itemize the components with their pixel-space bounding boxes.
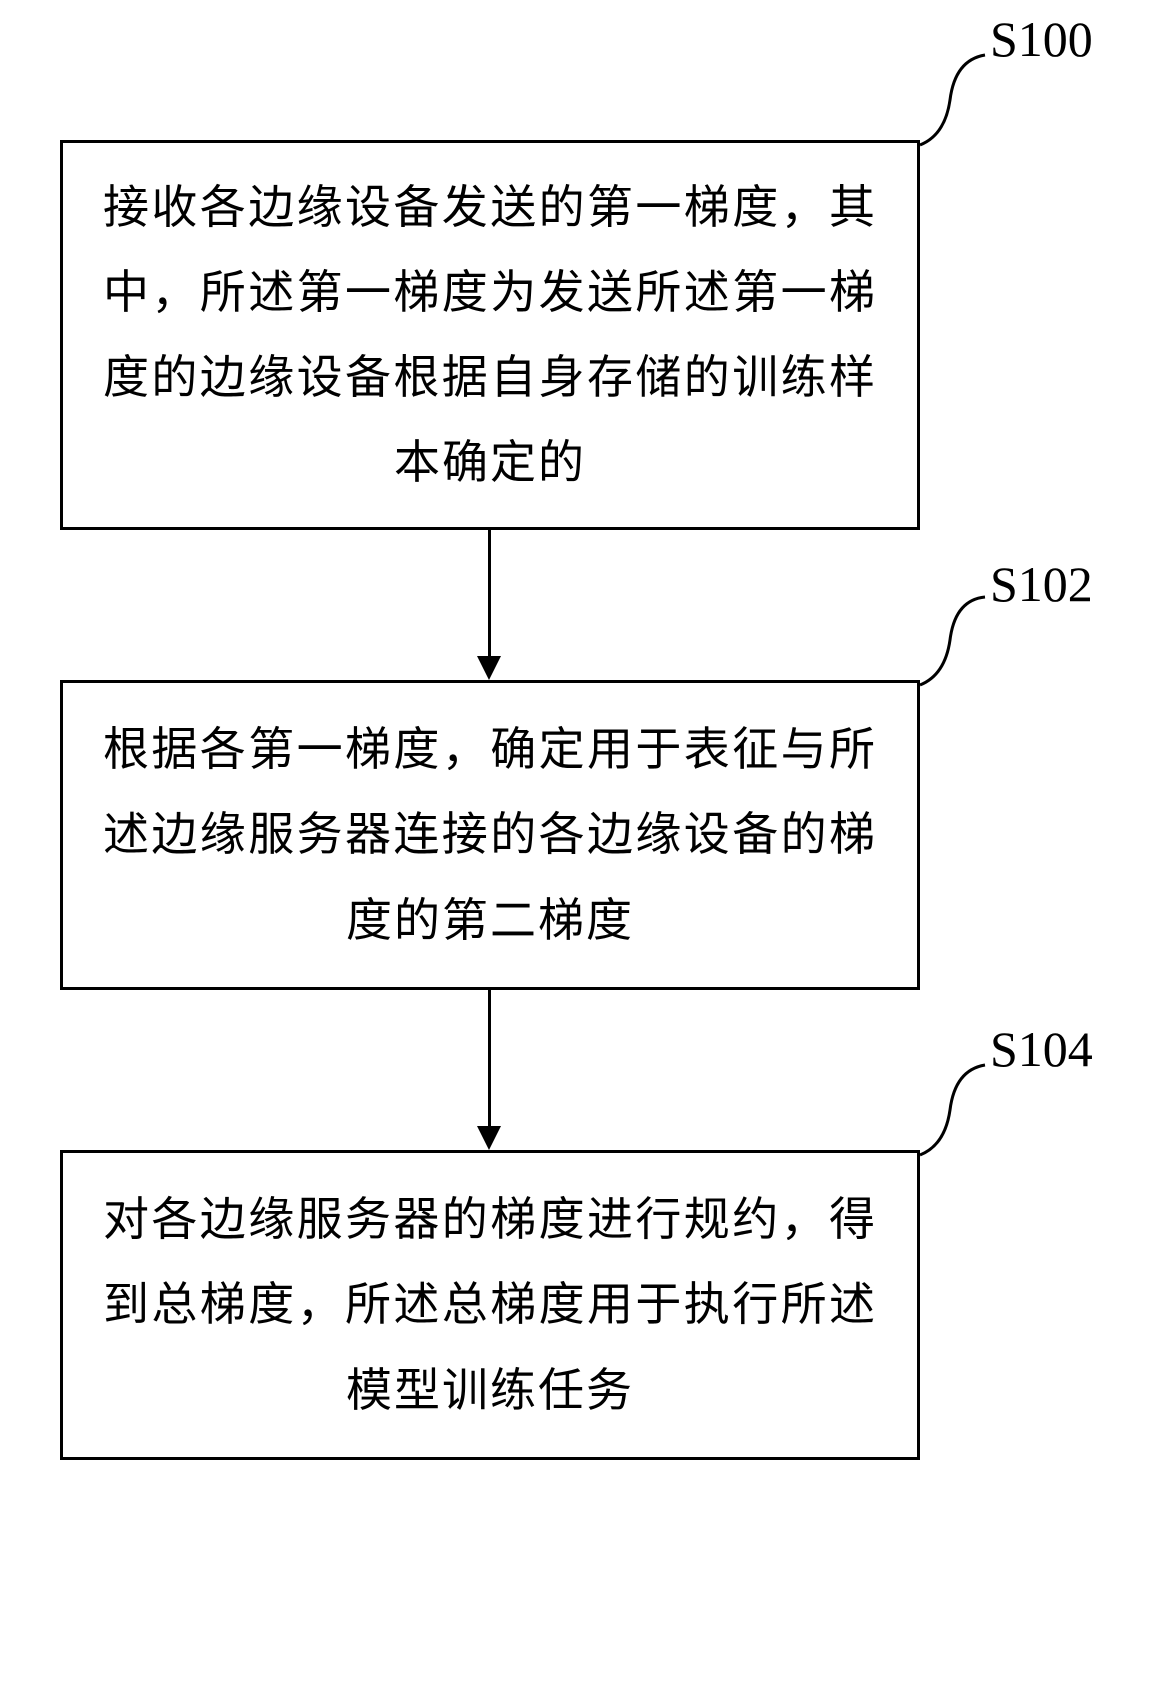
flowchart-container: 接收各边缘设备发送的第一梯度，其中，所述第一梯度为发送所述第一梯度的边缘设备根据… bbox=[0, 0, 1154, 1683]
curve-connector-s102 bbox=[900, 585, 1020, 705]
step-box-s100: 接收各边缘设备发送的第一梯度，其中，所述第一梯度为发送所述第一梯度的边缘设备根据… bbox=[60, 140, 920, 530]
curve-connector-s100 bbox=[900, 40, 1020, 160]
step-text-s104: 对各边缘服务器的梯度进行规约，得到总梯度，所述总梯度用于执行所述模型训练任务 bbox=[103, 1177, 877, 1432]
arrow-head-s100-s102 bbox=[477, 656, 501, 680]
step-text-s100: 接收各边缘设备发送的第一梯度，其中，所述第一梯度为发送所述第一梯度的边缘设备根据… bbox=[103, 165, 877, 505]
curve-connector-s104 bbox=[900, 1050, 1020, 1170]
step-box-s102: 根据各第一梯度，确定用于表征与所述边缘服务器连接的各边缘设备的梯度的第二梯度 bbox=[60, 680, 920, 990]
step-text-s102: 根据各第一梯度，确定用于表征与所述边缘服务器连接的各边缘设备的梯度的第二梯度 bbox=[103, 707, 877, 962]
arrow-s100-s102 bbox=[488, 530, 491, 658]
arrow-s102-s104 bbox=[488, 990, 491, 1128]
arrow-head-s102-s104 bbox=[477, 1126, 501, 1150]
step-box-s104: 对各边缘服务器的梯度进行规约，得到总梯度，所述总梯度用于执行所述模型训练任务 bbox=[60, 1150, 920, 1460]
